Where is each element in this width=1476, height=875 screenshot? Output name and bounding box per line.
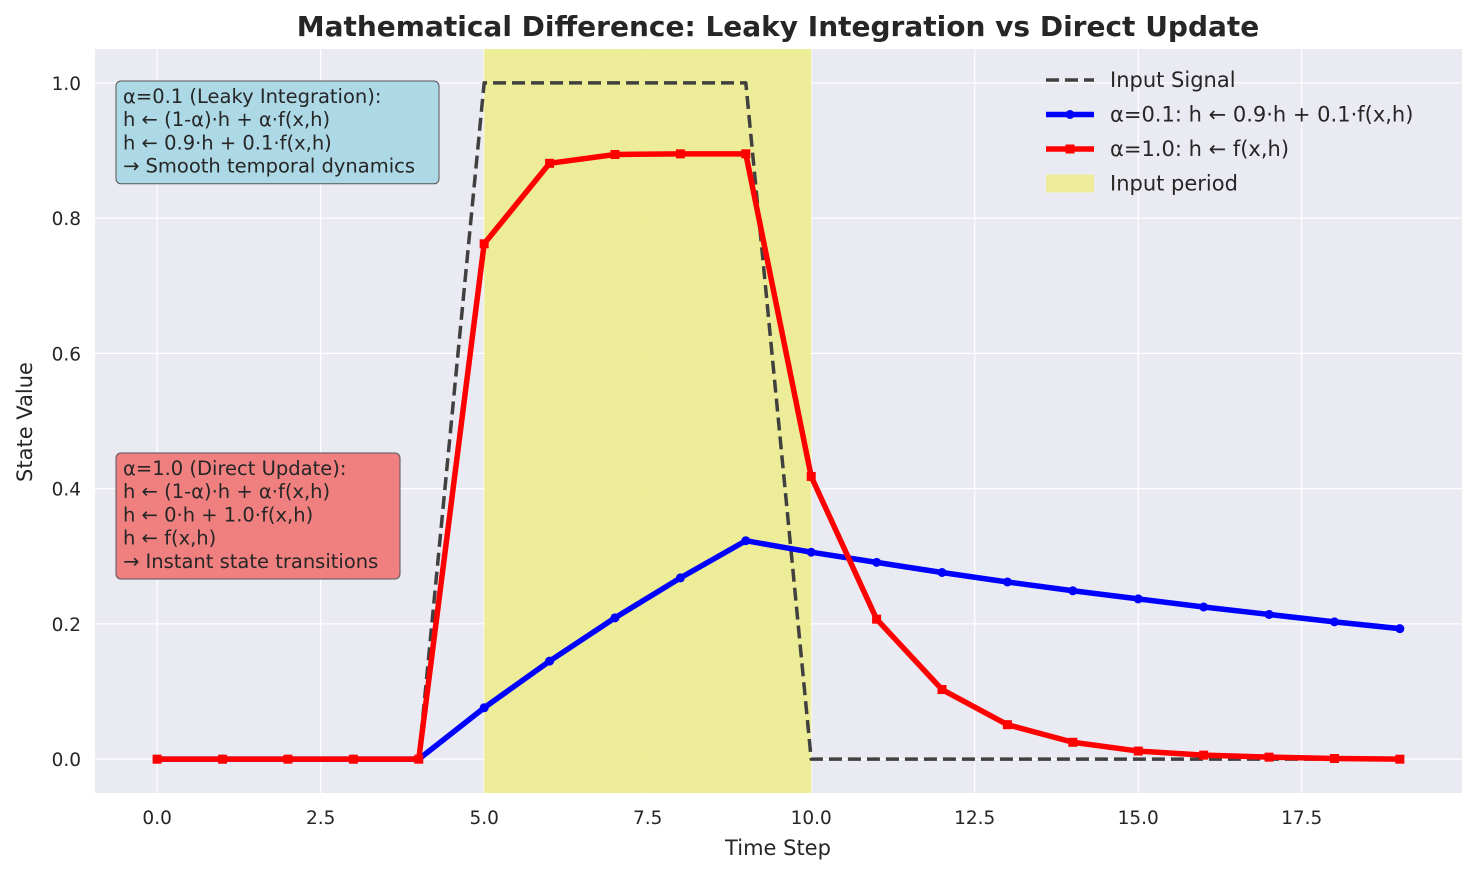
series-point-1 <box>806 547 816 557</box>
series-point-1 <box>675 573 685 583</box>
series-point-2 <box>741 149 751 159</box>
series-point-1 <box>937 568 947 578</box>
legend-label-0: Input Signal <box>1110 68 1236 92</box>
x-tick-label: 17.5 <box>1281 808 1322 829</box>
input-period-region <box>484 49 812 793</box>
series-point-1 <box>1395 624 1405 634</box>
annotation-line: h ← f(x,h) <box>123 527 216 550</box>
series-point-1 <box>479 703 489 713</box>
annotation-line: → Smooth temporal dynamics <box>123 155 415 178</box>
y-axis-label: State Value <box>13 362 37 482</box>
annotations: α=0.1 (Leaky Integration):h ← (1-α)·h + … <box>115 80 440 580</box>
y-tick-label: 0.8 <box>52 209 81 230</box>
series-point-1 <box>610 613 620 623</box>
series-point-2 <box>1264 752 1274 762</box>
annotation-line: α=1.0 (Direct Update): <box>123 457 346 480</box>
series-point-2 <box>872 614 882 624</box>
series-point-2 <box>1199 750 1209 760</box>
series-point-2 <box>675 149 685 159</box>
annotation-line: h ← (1-α)·h + α·f(x,h) <box>123 108 330 131</box>
legend-swatch-region <box>1046 174 1094 193</box>
series-point-2 <box>1395 754 1405 764</box>
y-tick-label: 0.0 <box>52 750 81 771</box>
annotation-line: h ← 0.9·h + 0.1·f(x,h) <box>123 131 332 154</box>
series-point-2 <box>283 754 293 764</box>
series-point-2 <box>937 685 947 695</box>
x-tick-label: 5.0 <box>469 808 498 829</box>
legend-marker-1 <box>1065 110 1075 119</box>
annotation-box-leaky <box>115 80 440 185</box>
series-point-1 <box>872 557 882 567</box>
series-point-1 <box>545 656 555 666</box>
x-tick-label: 15.0 <box>1118 808 1159 829</box>
legend-marker-2 <box>1065 144 1075 154</box>
x-tick-label: 7.5 <box>633 808 662 829</box>
legend-label-region: Input period <box>1110 172 1238 196</box>
series-point-1 <box>1329 617 1339 627</box>
x-axis-label: Time Step <box>724 836 831 860</box>
series-point-2 <box>610 150 620 160</box>
x-tick-label: 12.5 <box>954 808 995 829</box>
y-tick-label: 0.6 <box>52 344 81 365</box>
x-tick-label: 0.0 <box>142 808 171 829</box>
legend-label-1: α=0.1: h ← 0.9·h + 0.1·f(x,h) <box>1110 103 1413 127</box>
series-point-2 <box>1068 737 1078 747</box>
series-point-1 <box>1002 577 1012 587</box>
series-point-1 <box>1264 609 1274 619</box>
series-point-2 <box>348 754 358 764</box>
series-point-2 <box>1002 720 1012 730</box>
y-tick-label: 0.4 <box>52 480 81 501</box>
annotation-line: h ← 0·h + 1.0·f(x,h) <box>123 503 313 526</box>
x-tick-label: 10.0 <box>791 808 832 829</box>
annotation-line: → Instant state transitions <box>123 550 378 573</box>
chart-title: Mathematical Difference: Leaky Integrati… <box>297 10 1260 43</box>
annotation-line: h ← (1-α)·h + α·f(x,h) <box>123 480 330 503</box>
series-point-2 <box>806 471 816 481</box>
series-point-2 <box>545 158 555 168</box>
series-point-1 <box>1133 594 1143 604</box>
series-point-1 <box>1068 586 1078 596</box>
y-tick-label: 1.0 <box>52 74 81 95</box>
series-point-2 <box>152 754 162 764</box>
series-point-1 <box>1199 602 1209 612</box>
series-point-2 <box>1329 754 1339 764</box>
series-point-2 <box>218 754 228 764</box>
x-tick-label: 2.5 <box>306 808 335 829</box>
series-line-2 <box>157 151 1400 762</box>
annotation-box-direct <box>115 452 401 580</box>
legend-label-2: α=1.0: h ← f(x,h) <box>1110 137 1289 161</box>
legend: Input Signal α=0.1: h ← 0.9·h + 0.1·f(x,h… <box>1046 68 1413 196</box>
series-point-1 <box>741 536 751 546</box>
series-point-2 <box>414 754 424 764</box>
annotation-line: α=0.1 (Leaky Integration): <box>123 85 381 108</box>
y-tick-label: 0.2 <box>52 615 81 636</box>
series-line-0 <box>157 81 1400 761</box>
series-point-2 <box>479 239 489 249</box>
series-point-2 <box>1133 746 1143 756</box>
